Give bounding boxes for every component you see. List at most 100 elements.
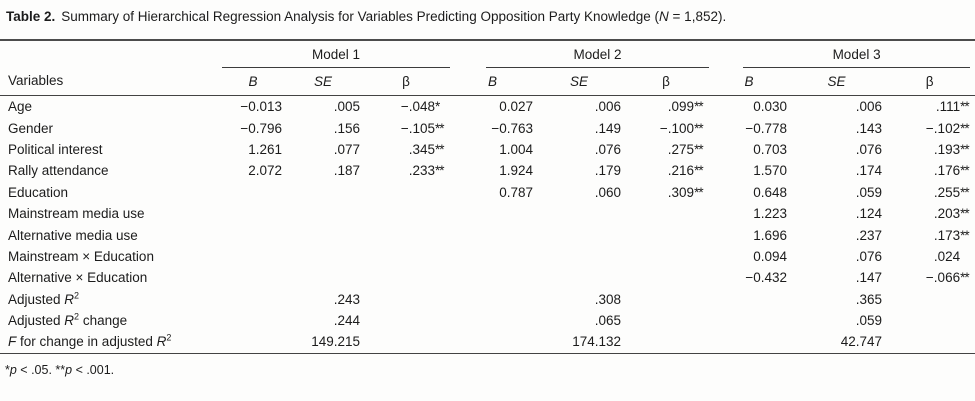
cell: .005 [333,99,360,115]
m1-beta-header: β [362,68,450,96]
m1-se-header: SE [284,68,362,96]
row-label: Adjusted R2 [8,290,80,307]
cell [284,246,362,267]
cell [623,224,709,245]
cell: 0.094 [753,248,788,264]
cell: 1.261 [248,141,282,157]
cell [222,331,284,353]
cell: .156 [333,120,360,136]
cell: .174 [855,163,883,179]
m2-se-header: SE [535,68,623,96]
model-3-label: Model 3 [743,47,971,68]
sig-star-single: * [5,362,10,377]
table-row: Political interest 1.261 .077 .345** 1.0… [0,139,975,160]
model-1-header-cell: Model 1 [222,40,451,68]
cell [623,289,709,310]
cell [284,267,362,288]
cell: .203** [884,203,975,224]
cell: 0.787 [499,184,534,200]
cell: 0.648 [753,184,788,200]
significance-stars: ** [960,270,970,286]
regression-table: Variables Model 1 Model 2 Model 3 B SE β… [0,39,975,354]
model-spanner-row: Variables Model 1 Model 2 Model 3 [0,40,975,88]
row-label: Adjusted R2 change [8,311,128,329]
cell: −.048* [362,96,450,118]
cell: .255** [884,182,975,203]
cell: 1.696 [753,227,788,243]
row-label: Alternative media use [8,227,138,243]
cell: .111** [884,96,975,118]
b-symbol: B [248,74,258,89]
cell: 149.215 [311,334,360,350]
significance-stars: ** [960,163,970,179]
cell: 1.223 [753,206,788,222]
cell [623,331,709,353]
cell [362,203,450,224]
table-row: Rally attendance 2.072 .187 .233** 1.924… [0,160,975,181]
cell [222,310,284,331]
m2-b-header: B [450,68,535,96]
table-footnote: *p < .05. **p < .001. [5,362,115,377]
cell [362,289,450,310]
table-row: Mainstream × Education 0.094 .076 .024 [0,246,975,267]
table-row: Adjusted R2 .243 .308 .365 [0,289,975,310]
cell: .193** [884,139,975,160]
row-label: Education [8,184,69,200]
cell: .076 [855,248,883,264]
cell [450,224,535,245]
cell: .237 [855,227,883,243]
sample-size-symbol: N [659,9,669,24]
cell [222,182,284,203]
cell: 2.072 [248,163,282,179]
cell [362,182,450,203]
table-row: Age −0.013 .005 −.048* 0.027 .006 .099**… [0,96,975,118]
cell: .006 [855,99,883,115]
cell: 1.924 [499,163,534,179]
significance-stars: ** [960,99,970,115]
beta-symbol: β [925,74,934,89]
cell: −0.432 [745,270,788,286]
row-label: Gender [8,120,54,136]
significance-stars: ** [960,206,970,222]
cell [284,182,362,203]
cell: 0.030 [753,99,788,115]
stat-column-header-row: B SE β B SE β B SE β [0,68,975,96]
cell: .076 [855,141,883,157]
cell: .124 [855,206,883,222]
p-symbol: p [65,362,73,377]
beta-symbol: β [662,74,670,89]
model-1-label: Model 1 [222,47,451,68]
row-label: Age [8,99,33,115]
table-title: Table 2. Summary of Hierarchical Regressi… [6,8,967,26]
cell [362,331,450,353]
table-title-tail: = 1,852). [668,9,727,24]
cell: −.066** [884,267,975,288]
row-label: Alternative × Education [8,270,148,286]
table-row: Alternative media use 1.696 .237 .173** [0,224,975,245]
cell: 1.570 [753,163,788,179]
cell [709,289,789,310]
m2-beta-header: β [623,68,709,96]
cell: .099** [623,96,709,118]
table-number-label: Table 2. [6,9,56,24]
cell [884,310,975,331]
model-2-label: Model 2 [486,47,710,68]
significance-stars: ** [960,184,970,200]
cell: .216** [623,160,709,181]
m1-b-header: B [222,68,284,96]
significance-stars: ** [694,163,704,179]
cell [623,246,709,267]
cell: .179 [594,163,622,179]
cell [709,331,789,353]
row-label: Rally attendance [8,163,109,179]
cell [222,224,284,245]
cell [535,267,623,288]
cell: .147 [855,270,883,286]
model-2-header-cell: Model 2 [450,40,710,68]
cell: .308 [594,291,622,307]
significance-stars: ** [694,120,704,136]
cell: .076 [594,141,622,157]
se-symbol: SE [570,74,589,89]
cell [362,267,450,288]
